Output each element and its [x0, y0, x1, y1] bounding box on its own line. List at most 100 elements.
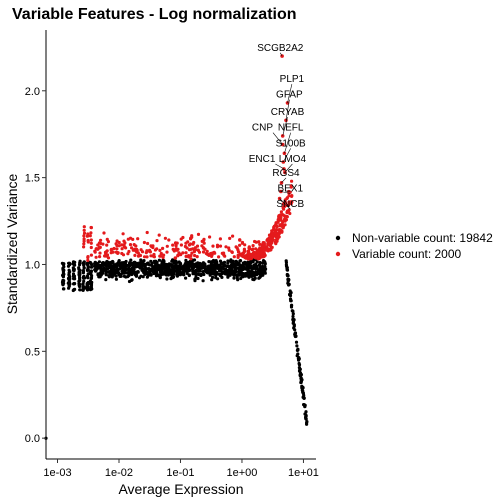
point-nonvariable — [108, 272, 112, 276]
point-variable — [189, 236, 193, 240]
point-variable — [211, 251, 215, 255]
point-variable — [136, 237, 140, 241]
point-variable — [256, 253, 260, 257]
point-variable — [218, 244, 223, 248]
point-nonvariable — [226, 259, 230, 263]
point-nonvariable — [89, 265, 94, 269]
point-nonvariable — [238, 267, 242, 271]
point-nonvariable — [240, 275, 244, 279]
gene-label: CNP — [252, 123, 273, 134]
point-variable — [187, 255, 191, 259]
point-variable — [179, 237, 183, 241]
point-nonvariable — [211, 275, 215, 279]
point-nonvariable — [238, 259, 242, 263]
point-nonvariable — [301, 390, 305, 394]
point-nonvariable — [163, 264, 167, 268]
point-variable — [279, 223, 283, 227]
point-variable — [268, 248, 272, 252]
point-nonvariable — [217, 269, 222, 273]
point-variable — [126, 237, 130, 241]
legend-key — [335, 235, 341, 241]
point-nonvariable — [183, 262, 187, 266]
point-variable — [134, 244, 138, 248]
point-nonvariable — [93, 267, 97, 271]
point-variable — [196, 248, 200, 252]
point-variable — [223, 254, 227, 258]
gene-label: NEFL — [278, 123, 304, 134]
point-nonvariable — [291, 317, 295, 322]
point-nonvariable — [235, 276, 239, 280]
point-variable — [94, 255, 98, 259]
point-nonvariable — [297, 366, 301, 370]
point-variable — [89, 245, 93, 250]
point-variable — [145, 230, 149, 235]
point-nonvariable — [210, 268, 214, 272]
x-tick-label: 1e+01 — [288, 467, 319, 479]
point-variable — [86, 233, 90, 238]
point-nonvariable — [257, 276, 261, 280]
point-variable — [181, 251, 185, 255]
point-variable — [232, 255, 236, 259]
point-nonvariable — [228, 273, 232, 277]
point-variable — [89, 241, 93, 245]
point-nonvariable — [121, 270, 125, 274]
point-nonvariable — [291, 312, 295, 316]
point-nonvariable — [127, 266, 131, 270]
point-variable — [248, 247, 252, 251]
point-nonvariable — [246, 262, 251, 266]
point-nonvariable — [174, 269, 178, 273]
point-variable — [148, 248, 152, 252]
legend-key — [335, 251, 341, 257]
point-nonvariable — [284, 259, 288, 263]
point-nonvariable — [78, 268, 82, 272]
point-variable — [115, 239, 119, 243]
point-variable — [205, 249, 209, 253]
point-nonvariable — [104, 278, 108, 282]
point-nonvariable — [82, 279, 86, 283]
point-variable — [215, 243, 220, 247]
point-variable — [237, 250, 241, 254]
point-nonvariable — [61, 263, 66, 267]
point-nonvariable — [122, 274, 126, 278]
point-nonvariable — [220, 265, 224, 269]
point-variable — [283, 223, 287, 227]
point-nonvariable — [94, 262, 98, 266]
point-nonvariable — [152, 259, 156, 263]
point-variable — [149, 254, 153, 258]
point-variable — [149, 244, 153, 248]
point-variable — [115, 243, 119, 248]
point-nonvariable — [113, 272, 117, 276]
point-variable — [120, 247, 124, 251]
gene-label-leader — [284, 163, 293, 173]
point-variable — [262, 242, 266, 246]
point-nonvariable — [237, 269, 241, 274]
point-nonvariable — [77, 282, 81, 286]
gene-label: PLP1 — [280, 74, 305, 85]
point-nonvariable — [86, 268, 90, 272]
point-nonvariable — [88, 279, 92, 283]
point-variable — [89, 231, 93, 235]
point-nonvariable — [99, 263, 103, 267]
point-variable — [82, 225, 86, 229]
point-variable — [130, 246, 134, 250]
point-variable — [202, 246, 206, 250]
point-nonvariable — [297, 361, 301, 366]
point-nonvariable — [304, 416, 308, 420]
labeled-gene-point — [282, 167, 286, 171]
point-nonvariable — [221, 271, 225, 275]
point-variable — [120, 243, 124, 247]
point-variable — [98, 255, 102, 259]
point-variable — [277, 232, 281, 236]
point-nonvariable — [227, 271, 231, 275]
gene-label: BEX1 — [278, 184, 304, 195]
x-tick-label: 1e-01 — [166, 467, 194, 479]
point-nonvariable — [157, 258, 161, 262]
point-nonvariable — [230, 266, 234, 270]
point-nonvariable — [151, 264, 155, 269]
point-variable — [217, 255, 221, 259]
point-variable — [167, 238, 171, 242]
point-variable — [159, 251, 163, 256]
point-nonvariable — [139, 263, 143, 267]
point-nonvariable — [123, 266, 127, 270]
point-nonvariable — [152, 271, 156, 276]
